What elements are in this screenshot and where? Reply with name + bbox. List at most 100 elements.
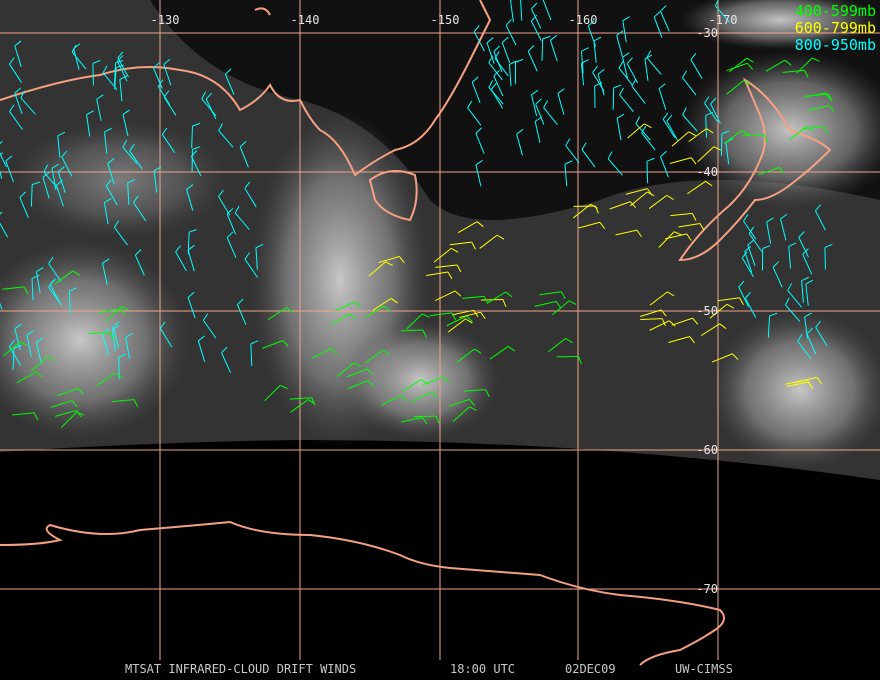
barb-feather	[806, 327, 813, 335]
barb-shaft	[648, 194, 668, 209]
barb-shaft	[111, 329, 116, 352]
barb-feather	[120, 308, 126, 317]
barb-shaft	[709, 303, 728, 319]
barb-feather	[636, 229, 642, 238]
barb-shaft	[520, 0, 523, 21]
barb-shaft	[133, 202, 147, 222]
barb-feather	[616, 30, 624, 36]
barb-shaft	[26, 335, 32, 357]
barb-shaft	[649, 320, 670, 331]
barb-feather	[581, 59, 589, 64]
barb-shaft	[744, 251, 753, 273]
barb-shaft	[459, 311, 481, 319]
barb-shaft	[429, 312, 452, 317]
barb-shaft	[218, 130, 234, 148]
barb-feather	[505, 291, 513, 298]
barb-feather	[20, 341, 28, 347]
barb-feather	[560, 291, 566, 300]
barb-shaft	[815, 327, 828, 347]
barb-shaft	[723, 130, 743, 144]
barb-feather	[111, 325, 120, 330]
barb-feather	[282, 340, 289, 347]
barb-shaft	[697, 146, 715, 163]
barb-feather	[225, 68, 232, 75]
barb-feather	[494, 51, 500, 59]
barb-shaft	[5, 160, 14, 182]
longitude-label: -150	[431, 13, 460, 27]
barb-shaft	[501, 42, 511, 64]
barb-feather	[565, 138, 571, 146]
barb-shaft	[824, 247, 826, 270]
longitude-label: -130	[151, 13, 180, 27]
barb-feather	[14, 323, 22, 330]
barb-shaft	[780, 218, 787, 241]
barb-feather	[96, 94, 104, 100]
barb-feather	[107, 158, 115, 164]
barb-shaft	[433, 247, 452, 263]
barb-feather	[466, 315, 473, 323]
barb-feather	[705, 111, 714, 116]
barb-feather	[666, 194, 674, 201]
barb-shaft	[311, 347, 332, 359]
barb-shaft	[609, 201, 631, 210]
barb-shaft	[510, 0, 514, 23]
barb-shaft	[96, 99, 102, 121]
barb-feather	[581, 142, 587, 150]
barb-feather	[550, 34, 558, 41]
barb-shaft	[0, 302, 3, 310]
clouds	[0, 0, 880, 470]
barb-feather	[31, 274, 40, 279]
barb-feather	[71, 400, 78, 408]
barb-shaft	[488, 87, 504, 105]
barb-feather	[239, 140, 247, 148]
barb-shaft	[55, 409, 77, 417]
barb-feather	[383, 305, 391, 312]
barb-feather	[509, 60, 517, 65]
barb-feather	[13, 344, 22, 349]
barb-feather	[564, 160, 573, 165]
barb-feather	[0, 211, 3, 215]
barb-shaft	[516, 133, 523, 156]
new-zealand-coast	[678, 77, 832, 262]
barb-feather	[244, 181, 251, 189]
barb-shaft	[330, 313, 350, 325]
barb-shaft	[772, 267, 783, 288]
latitude-label: -60	[696, 443, 718, 457]
barb-feather	[133, 195, 139, 203]
barb-feather	[592, 65, 598, 73]
barb-shaft	[364, 349, 384, 364]
barb-feather	[307, 399, 316, 405]
barb-feather	[385, 261, 393, 267]
legend-label: 400-599mb	[795, 2, 876, 20]
barb-feather	[535, 98, 542, 105]
barb-shaft	[236, 304, 247, 326]
barb-shaft	[380, 395, 401, 406]
grid-labels: -130 -140 -150 -160 -170-30 -40 -50 -60 -70	[151, 13, 738, 596]
barb-shaft	[107, 163, 115, 185]
barb-shaft	[2, 286, 25, 290]
barb-shaft	[622, 57, 629, 79]
barb-shaft	[471, 82, 481, 103]
barb-shaft	[12, 347, 15, 370]
barb-shaft	[48, 263, 62, 283]
barb-shaft	[804, 92, 826, 98]
barb-feather	[471, 241, 476, 250]
barb-shaft	[580, 51, 584, 74]
barb-feather	[382, 349, 390, 355]
barb-feather	[234, 205, 240, 214]
barb-feather	[622, 16, 630, 22]
barb-feather	[505, 19, 512, 26]
barb-shaft	[290, 399, 309, 413]
barb-feather	[250, 340, 259, 345]
coast	[254, 7, 271, 16]
barb-shaft	[593, 40, 597, 63]
barb-shaft	[627, 123, 645, 139]
barb-shaft	[426, 271, 449, 276]
barb-feather	[476, 221, 484, 228]
barb-shaft	[527, 50, 538, 72]
barb-feather	[769, 312, 778, 317]
barb-shaft	[103, 202, 109, 225]
barb-shaft	[729, 57, 748, 73]
barb-feather	[686, 233, 692, 241]
barb-shaft	[57, 135, 61, 158]
